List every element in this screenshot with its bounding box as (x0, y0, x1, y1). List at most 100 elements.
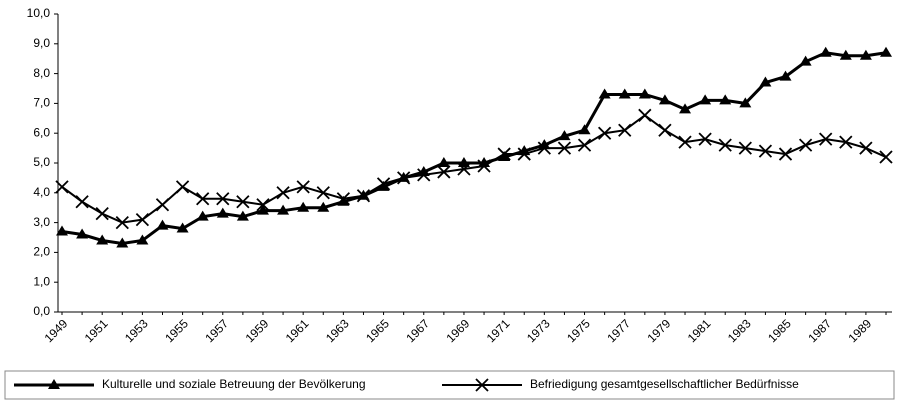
point-marker (116, 237, 129, 248)
point-marker (296, 180, 310, 194)
x-tick-label: 1967 (403, 316, 432, 345)
point-marker (557, 141, 572, 155)
point-marker (799, 55, 812, 66)
point-marker (739, 97, 752, 108)
x-tick-label: 1979 (645, 316, 674, 345)
x-tick-label: 1951 (82, 316, 111, 345)
point-marker (477, 159, 491, 173)
point-marker (498, 151, 511, 162)
point-marker (376, 177, 391, 191)
legend-box (4, 370, 895, 400)
y-tick-label: 9,0 (33, 36, 50, 50)
point-marker (679, 103, 692, 114)
x-tick-label: 1955 (162, 316, 191, 345)
point-marker (196, 192, 210, 206)
y-tick-label: 3,0 (33, 215, 50, 229)
legend-label: Kulturelle und soziale Betreuung der Bev… (102, 377, 366, 391)
x-tick-label: 1953 (122, 316, 151, 345)
x-tick-label: 1949 (42, 316, 71, 345)
x-tick-label: 1983 (725, 316, 754, 345)
point-marker (316, 186, 330, 200)
point-marker (256, 198, 270, 212)
point-marker (337, 195, 350, 206)
point-marker (136, 234, 149, 245)
point-marker (196, 210, 209, 221)
x-tick-label: 1961 (283, 316, 312, 345)
x-tick-label: 1981 (685, 316, 714, 345)
point-marker (758, 144, 773, 158)
point-marker (457, 162, 471, 176)
point-marker (839, 49, 852, 60)
point-marker (538, 139, 551, 150)
point-marker (437, 165, 451, 179)
point-marker (155, 198, 170, 212)
point-marker (317, 201, 330, 212)
y-tick-label: 2,0 (33, 245, 50, 259)
y-tick-label: 1,0 (33, 274, 50, 288)
point-marker (356, 189, 371, 203)
point-marker (336, 192, 351, 206)
point-marker (135, 212, 150, 227)
point-marker (175, 180, 190, 194)
point-marker (156, 219, 169, 230)
point-marker (277, 204, 290, 215)
point-marker (417, 168, 431, 182)
point-marker (95, 207, 109, 221)
point-marker (718, 138, 732, 152)
point-marker (819, 46, 832, 57)
point-marker (115, 215, 129, 230)
legend-label: Befriedigung gesamtgesellschaftlicher Be… (530, 377, 799, 391)
point-marker (698, 132, 712, 146)
point-marker (839, 135, 853, 149)
point-marker (859, 49, 872, 60)
point-marker (719, 94, 732, 105)
x-tick-label: 1973 (524, 316, 553, 345)
point-marker (880, 46, 892, 57)
point-marker (56, 225, 68, 236)
point-marker (859, 141, 873, 155)
point-marker (597, 126, 612, 140)
point-marker (216, 207, 229, 218)
point-marker (658, 123, 672, 137)
point-marker (457, 157, 470, 167)
point-marker (517, 147, 531, 161)
point-marker (377, 180, 390, 191)
point-marker (558, 130, 571, 141)
point-marker (578, 124, 591, 135)
point-marker (497, 147, 511, 161)
point-marker (759, 76, 772, 87)
point-marker (256, 204, 269, 215)
y-tick-label: 5,0 (33, 155, 50, 169)
point-marker (778, 147, 793, 161)
x-tick-label: 1987 (805, 316, 834, 345)
x-tick-label: 1965 (363, 316, 392, 345)
y-tick-label: 7,0 (33, 96, 50, 110)
point-marker (297, 201, 310, 212)
point-marker (216, 192, 230, 206)
point-marker (819, 132, 833, 146)
point-marker (437, 157, 450, 167)
point-marker (55, 180, 69, 194)
legend-marker (475, 378, 489, 392)
x-tick-label: 1985 (765, 316, 794, 345)
point-marker (658, 94, 671, 105)
x-tick-label: 1975 (564, 316, 593, 345)
point-marker (577, 138, 592, 152)
point-marker (537, 141, 551, 155)
x-tick-label: 1957 (202, 316, 231, 345)
y-tick-label: 4,0 (33, 185, 50, 199)
point-marker (779, 70, 792, 81)
point-marker (798, 138, 813, 152)
point-marker (75, 195, 89, 209)
series-line (61, 114, 887, 224)
x-tick-label: 1963 (323, 316, 352, 345)
point-marker (598, 88, 611, 99)
point-marker (638, 88, 651, 99)
point-marker (678, 135, 692, 149)
x-tick-label: 1989 (845, 316, 874, 345)
point-marker (618, 123, 632, 137)
x-tick-label: 1971 (484, 316, 513, 345)
y-tick-label: 0,0 (33, 304, 50, 318)
point-marker (236, 210, 249, 221)
x-tick-label: 1959 (243, 316, 272, 345)
